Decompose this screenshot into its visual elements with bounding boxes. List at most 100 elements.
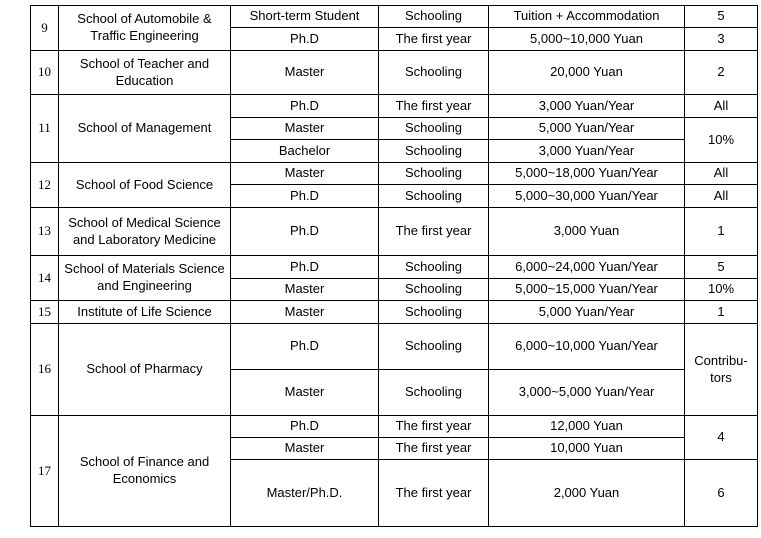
study-period: The first year bbox=[378, 207, 489, 256]
row-number: 11 bbox=[30, 94, 59, 163]
table-body: 9 School of Automobile & Traffic Engineer… bbox=[30, 5, 758, 527]
student-type: Master bbox=[230, 369, 379, 416]
tuition-amount: 2,000 Yuan bbox=[488, 459, 685, 527]
school-name: School of Medical Science and Laboratory… bbox=[58, 207, 231, 256]
student-type: Ph.D bbox=[230, 255, 379, 279]
table-row: 12 School of Food Science Master Schooling 5… bbox=[30, 162, 758, 208]
tuition-amount: 5,000~18,000 Yuan/Year bbox=[488, 162, 685, 185]
school-name: School of Materials Science and Engineer… bbox=[58, 255, 231, 301]
study-period: Schooling bbox=[378, 5, 489, 28]
table-row: 16 School of Pharmacy Ph.D Schooling 6,000~1… bbox=[30, 323, 758, 416]
student-type: Master bbox=[230, 162, 379, 185]
table-row: 15 Institute of Life Science Master Schooli… bbox=[30, 300, 758, 324]
count-quota: 10% bbox=[684, 278, 758, 301]
table-row: 14 School of Materials Science and Engine… bbox=[30, 255, 758, 301]
student-type: Master bbox=[230, 50, 379, 95]
tuition-amount: 5,000~10,000 Yuan bbox=[488, 27, 685, 51]
school-name: School of Teacher and Education bbox=[58, 50, 231, 95]
tuition-amount: 5,000 Yuan/Year bbox=[488, 300, 685, 324]
study-period: Schooling bbox=[378, 139, 489, 163]
count-quota: 4 bbox=[684, 415, 758, 460]
tuition-amount: 20,000 Yuan bbox=[488, 50, 685, 95]
study-period: The first year bbox=[378, 94, 489, 118]
study-period: Schooling bbox=[378, 369, 489, 416]
student-type: Ph.D bbox=[230, 415, 379, 438]
tuition-amount: 6,000~10,000 Yuan/Year bbox=[488, 323, 685, 370]
student-type: Ph.D bbox=[230, 207, 379, 256]
student-type: Master bbox=[230, 278, 379, 301]
student-type: Short-term Student bbox=[230, 5, 379, 28]
row-number: 16 bbox=[30, 323, 59, 416]
table-row: Master The first year 10,000 Yuan bbox=[31, 437, 758, 460]
school-name: School of Finance and Economics bbox=[58, 415, 231, 527]
tuition-amount: Tuition + Accommodation bbox=[488, 5, 685, 28]
count-quota: Contribu- tors bbox=[684, 323, 758, 416]
study-period: Schooling bbox=[378, 117, 489, 140]
tuition-amount: 3,000 Yuan bbox=[488, 207, 685, 256]
count-quota: All bbox=[684, 94, 758, 118]
row-number: 14 bbox=[30, 255, 59, 301]
count-quota: 1 bbox=[684, 207, 758, 256]
table-row: 9 School of Automobile & Traffic Engineer… bbox=[30, 5, 758, 51]
table-row: Master Schooling 3,000~5,000 Yuan/Year bbox=[31, 369, 758, 416]
student-type: Master/Ph.D. bbox=[230, 459, 379, 527]
study-period: The first year bbox=[378, 415, 489, 438]
study-period: Schooling bbox=[378, 162, 489, 185]
count-quota: 3 bbox=[684, 27, 758, 51]
tuition-amount: 3,000 Yuan/Year bbox=[488, 94, 685, 118]
row-number: 15 bbox=[30, 300, 59, 324]
tuition-amount: 6,000~24,000 Yuan/Year bbox=[488, 255, 685, 279]
row-number: 9 bbox=[30, 5, 59, 51]
table-row: 11 School of Management Ph.D The first year… bbox=[30, 94, 758, 163]
table-row: Master/Ph.D. The first year 2,000 Yuan 6 bbox=[31, 459, 758, 527]
school-name: School of Automobile & Traffic Engineeri… bbox=[58, 5, 231, 51]
count-quota: All bbox=[684, 162, 758, 185]
school-name: Institute of Life Science bbox=[58, 300, 231, 324]
count-quota: All bbox=[684, 184, 758, 208]
count-quota: 6 bbox=[684, 459, 758, 527]
student-type: Master bbox=[230, 117, 379, 140]
school-name: School of Management bbox=[58, 94, 231, 163]
tuition-fees-table: 9 School of Automobile & Traffic Engineer… bbox=[30, 5, 758, 527]
tuition-amount: 5,000~30,000 Yuan/Year bbox=[488, 184, 685, 208]
table-row: 17 School of Finance and Economics Ph.D The… bbox=[30, 415, 758, 527]
study-period: Schooling bbox=[378, 255, 489, 279]
study-period: The first year bbox=[378, 27, 489, 51]
row-number: 12 bbox=[30, 162, 59, 208]
study-period: The first year bbox=[378, 459, 489, 527]
count-quota: 1 bbox=[684, 300, 758, 324]
tuition-amount: 5,000 Yuan/Year bbox=[488, 117, 685, 140]
study-period: Schooling bbox=[378, 50, 489, 95]
row-number: 13 bbox=[30, 207, 59, 256]
tuition-amount: 12,000 Yuan bbox=[488, 415, 685, 438]
table-row: Ph.D The first year 5,000~10,000 Yuan 3 bbox=[31, 27, 758, 51]
school-name: School of Food Science bbox=[58, 162, 231, 208]
study-period: Schooling bbox=[378, 184, 489, 208]
study-period: Schooling bbox=[378, 323, 489, 370]
study-period: The first year bbox=[378, 437, 489, 460]
tuition-amount: 3,000~5,000 Yuan/Year bbox=[488, 369, 685, 416]
table-row: 13 School of Medical Science and Laborato… bbox=[30, 207, 758, 256]
student-type: Ph.D bbox=[230, 323, 379, 370]
count-quota: 5 bbox=[684, 5, 758, 28]
student-type: Ph.D bbox=[230, 94, 379, 118]
count-quota: 10% bbox=[684, 117, 758, 163]
table-row: Ph.D Schooling 5,000~30,000 Yuan/Year All bbox=[31, 184, 758, 208]
row-number: 10 bbox=[30, 50, 59, 95]
table-row: Master Schooling 5,000~15,000 Yuan/Year 10% bbox=[31, 278, 758, 301]
student-type: Master bbox=[230, 300, 379, 324]
student-type: Bachelor bbox=[230, 139, 379, 163]
row-number: 17 bbox=[30, 415, 59, 527]
student-type: Ph.D bbox=[230, 184, 379, 208]
study-period: Schooling bbox=[378, 278, 489, 301]
count-quota: 5 bbox=[684, 255, 758, 279]
student-type: Master bbox=[230, 437, 379, 460]
count-quota: 2 bbox=[684, 50, 758, 95]
tuition-amount: 10,000 Yuan bbox=[488, 437, 685, 460]
table-row: Bachelor Schooling 3,000 Yuan/Year bbox=[31, 139, 758, 163]
tuition-amount: 3,000 Yuan/Year bbox=[488, 139, 685, 163]
student-type: Ph.D bbox=[230, 27, 379, 51]
school-name: School of Pharmacy bbox=[58, 323, 231, 416]
study-period: Schooling bbox=[378, 300, 489, 324]
